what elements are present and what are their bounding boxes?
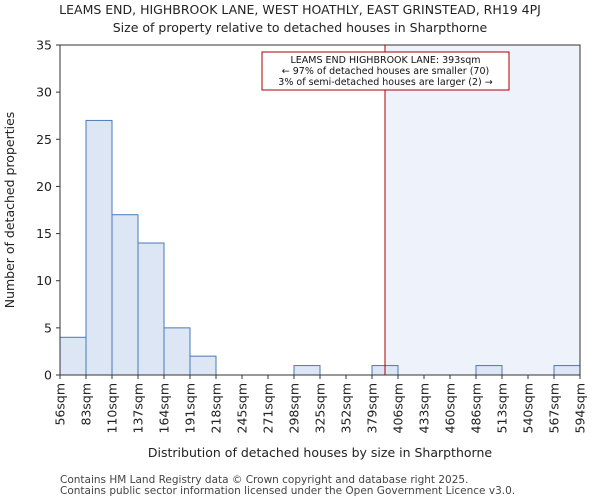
bar-83sqm xyxy=(85,119,113,376)
y-tick-label-5: 5 xyxy=(44,320,52,335)
y-tick-label-0: 0 xyxy=(44,368,52,383)
chart-title: LEAMS END, HIGHBROOK LANE, WEST HOATHLY,… xyxy=(59,2,541,17)
footer-copyright: Contains HM Land Registry data © Crown c… xyxy=(60,474,469,486)
histogram-chart: 0 5 10 15 20 25 30 35 56sqm 83sqm 110sqm 137sqm 164… xyxy=(2,38,588,461)
bar-56sqm xyxy=(59,336,87,376)
x-tick-label-191sqm: 191sqm xyxy=(183,383,198,433)
footer-licence: Contains public sector information licen… xyxy=(60,485,516,497)
y-axis-label: Number of detached properties xyxy=(2,112,17,309)
bar-137sqm xyxy=(137,242,165,376)
annotation-box xyxy=(261,51,510,91)
x-tick-label-245sqm: 245sqm xyxy=(235,383,250,433)
x-tick-label-379sqm: 379sqm xyxy=(365,383,380,433)
y-tick-label-30: 30 xyxy=(36,85,52,100)
bar-298sqm xyxy=(293,365,321,376)
x-tick-label-594sqm: 594sqm xyxy=(573,383,588,433)
x-tick-label-406sqm: 406sqm xyxy=(391,383,406,433)
x-tick-label-567sqm: 567sqm xyxy=(547,383,562,433)
x-tick-label-540sqm: 540sqm xyxy=(521,383,536,433)
x-tick-label-56sqm: 56sqm xyxy=(53,383,68,426)
x-tick-label-513sqm: 513sqm xyxy=(495,383,510,433)
x-tick-label-325sqm: 325sqm xyxy=(313,383,328,433)
y-tick-label-10: 10 xyxy=(36,273,52,288)
x-tick-label-298sqm: 298sqm xyxy=(287,383,302,433)
y-tick-label-35: 35 xyxy=(36,38,52,53)
annotation-line-2: ← 97% of detached houses are smaller (70… xyxy=(282,66,489,77)
x-tick-label-137sqm: 137sqm xyxy=(131,383,146,433)
x-tick-label-110sqm: 110sqm xyxy=(105,383,120,433)
x-tick-label-460sqm: 460sqm xyxy=(443,383,458,433)
x-tick-label-164sqm: 164sqm xyxy=(157,383,172,433)
x-tick-label-352sqm: 352sqm xyxy=(339,383,354,433)
larger-region-shade xyxy=(385,45,580,375)
x-tick-label-218sqm: 218sqm xyxy=(209,383,224,433)
x-tick-label-271sqm: 271sqm xyxy=(261,383,276,433)
x-tick-label-486sqm: 486sqm xyxy=(469,383,484,433)
y-tick-label-20: 20 xyxy=(36,179,52,194)
bar-164sqm xyxy=(163,327,191,376)
bar-191sqm xyxy=(189,355,217,376)
x-tick-label-83sqm: 83sqm xyxy=(79,383,94,426)
x-tick-label-433sqm: 433sqm xyxy=(417,383,432,433)
bar-110sqm xyxy=(111,214,139,376)
annotation-line-1: LEAMS END HIGHBROOK LANE: 393sqm xyxy=(291,55,481,66)
x-axis-label: Distribution of detached houses by size … xyxy=(148,445,492,460)
y-tick-label-15: 15 xyxy=(36,226,52,241)
bar-486sqm xyxy=(475,365,503,376)
annotation-line-3: 3% of semi-detached houses are larger (2… xyxy=(278,77,492,88)
chart-subtitle: Size of property relative to detached ho… xyxy=(112,20,488,35)
bar-567sqm xyxy=(553,365,581,376)
y-tick-label-25: 25 xyxy=(36,132,52,147)
